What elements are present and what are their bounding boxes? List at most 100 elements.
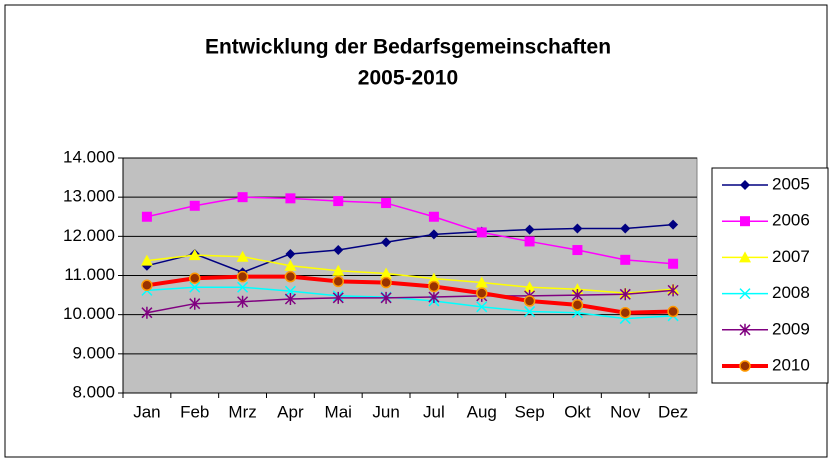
marker-shape xyxy=(739,288,751,300)
marker-shape xyxy=(332,275,344,288)
series-line xyxy=(146,196,674,265)
legend-label: 2006 xyxy=(772,211,810,230)
marker xyxy=(141,279,153,292)
marker-shape xyxy=(571,289,583,302)
marker-shape xyxy=(571,299,584,311)
y-tick-label: 8.000 xyxy=(72,382,115,401)
marker xyxy=(284,285,296,297)
marker xyxy=(619,306,631,319)
marker xyxy=(189,200,200,211)
marker xyxy=(739,323,751,336)
legend-label: 2005 xyxy=(772,174,810,193)
marker xyxy=(381,237,392,248)
marker-shape xyxy=(189,272,201,284)
chart-subtitle: 2005-2010 xyxy=(358,67,458,90)
marker-shape xyxy=(189,200,200,211)
legend-label: 2007 xyxy=(772,247,810,266)
marker xyxy=(332,275,344,288)
marker-shape xyxy=(739,251,751,263)
marker-shape xyxy=(619,306,631,319)
marker-shape xyxy=(380,276,392,289)
x-tick-label: Okt xyxy=(564,402,591,421)
marker-shape xyxy=(739,360,751,372)
marker xyxy=(740,216,750,227)
marker-shape xyxy=(572,223,583,234)
marker xyxy=(524,224,535,235)
marker-shape xyxy=(523,295,536,307)
x-tick-label: Aug xyxy=(467,402,497,421)
x-tick-label: Mrz xyxy=(228,402,256,421)
marker-shape xyxy=(285,193,296,204)
x-tick-label: Mai xyxy=(325,402,352,421)
x-tick-label: Dez xyxy=(658,402,688,421)
marker-shape xyxy=(620,223,631,234)
marker-shape xyxy=(523,281,536,293)
marker xyxy=(619,288,631,301)
marker xyxy=(740,180,750,190)
marker-shape xyxy=(572,245,583,256)
marker xyxy=(428,280,440,293)
marker xyxy=(572,245,583,256)
legend-label: 2008 xyxy=(772,283,810,302)
marker-shape xyxy=(284,270,297,283)
marker xyxy=(189,272,201,284)
marker-shape xyxy=(236,250,249,262)
marker-shape xyxy=(141,306,153,319)
marker xyxy=(571,289,583,302)
marker xyxy=(332,264,345,276)
marker xyxy=(285,193,296,204)
series-line xyxy=(146,254,674,294)
marker-shape xyxy=(188,249,201,261)
marker-shape xyxy=(524,224,535,235)
marker-shape xyxy=(620,254,631,265)
marker-shape xyxy=(284,293,296,305)
marker-shape xyxy=(667,305,679,318)
marker-shape xyxy=(285,248,296,259)
series-line xyxy=(146,286,674,320)
marker-shape xyxy=(476,301,488,313)
marker xyxy=(189,297,201,310)
marker-shape xyxy=(740,180,750,190)
marker-shape xyxy=(524,306,536,318)
marker-shape xyxy=(427,272,440,284)
marker-shape xyxy=(475,276,488,288)
marker-shape xyxy=(333,245,344,256)
marker xyxy=(428,229,439,240)
marker-shape xyxy=(236,270,249,283)
marker-shape xyxy=(428,280,440,293)
series-line xyxy=(146,274,674,315)
marker-shape xyxy=(284,259,297,271)
marker xyxy=(236,250,249,262)
x-tick-label: Sep xyxy=(514,402,544,421)
marker-shape xyxy=(237,281,249,293)
x-tick-label: Feb xyxy=(180,402,209,421)
legend-label: 2009 xyxy=(772,319,810,338)
marker-shape xyxy=(380,267,393,279)
x-tick-label: Jan xyxy=(133,402,160,421)
y-tick-label: 11.000 xyxy=(64,265,115,284)
x-tick-label: Jul xyxy=(423,402,445,421)
marker xyxy=(428,291,440,304)
marker-shape xyxy=(381,198,392,209)
chart-title: Entwicklung der Bedarfsgemeinschaften xyxy=(205,36,611,59)
marker xyxy=(667,284,679,297)
marker-shape xyxy=(668,258,679,269)
marker-shape xyxy=(332,264,345,276)
marker-shape xyxy=(189,297,201,310)
marker xyxy=(667,305,679,318)
y-tick-label: 14.000 xyxy=(63,147,115,166)
marker xyxy=(380,291,392,304)
marker xyxy=(140,254,153,266)
marker xyxy=(620,223,631,234)
marker-shape xyxy=(739,323,751,336)
marker-shape xyxy=(524,236,535,247)
marker-shape xyxy=(428,211,439,222)
marker xyxy=(284,259,297,271)
y-tick-label: 12.000 xyxy=(63,226,115,245)
marker xyxy=(475,276,488,288)
legend xyxy=(711,167,829,384)
marker-shape xyxy=(284,285,296,297)
marker xyxy=(237,281,249,293)
marker-shape xyxy=(237,295,249,308)
